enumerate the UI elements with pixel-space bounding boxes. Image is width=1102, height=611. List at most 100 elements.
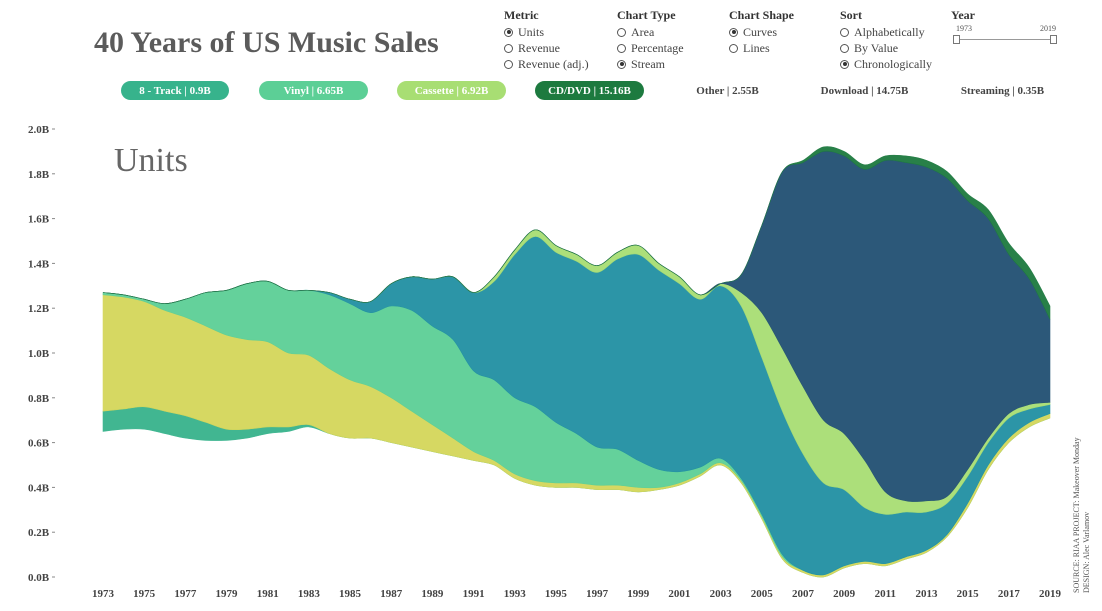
legend-pill-label: Cassette | 6.92B — [414, 84, 489, 97]
metric-option-label: Units — [518, 24, 545, 39]
y-tick-label: 1.4B — [28, 258, 50, 270]
metric-control: Metric Units Revenue Revenue (adj.) — [504, 8, 589, 72]
sort-control-label: Sort — [840, 8, 862, 22]
metric-option-units[interactable]: Units — [504, 24, 589, 40]
y-tick-label: 0.2B — [28, 527, 50, 539]
year-range-slider[interactable] — [953, 33, 1057, 47]
stream-layer-streaming[interactable] — [102, 146, 1051, 320]
sort-option-label: By Value — [854, 40, 899, 55]
y-tick-label: 0.0B — [28, 572, 50, 584]
chart-shape-control-label: Chart Shape — [729, 8, 795, 22]
legend-pill-download[interactable]: Download | 14.75B — [810, 81, 919, 100]
legend-pill-label: Other | 2.55B — [696, 84, 759, 97]
x-tick-label: 1985 — [339, 588, 362, 600]
chart-type-option-label: Area — [631, 24, 655, 39]
legend-pill-label: Streaming | 0.35B — [960, 84, 1045, 97]
chart-type-option-label: Percentage — [631, 40, 684, 55]
x-tick-label: 1981 — [257, 588, 279, 600]
x-tick-label: 2003 — [710, 588, 733, 600]
radio-selected-icon[interactable] — [617, 59, 626, 69]
chart-type-control: Chart Type Area Percentage Stream — [617, 8, 684, 72]
sort-option-chronologically[interactable]: Chronologically — [840, 56, 932, 72]
source-credit: SOURCE: RIAA PROJECT: Makeover Monday DE… — [1072, 415, 1092, 593]
slider-handle-start[interactable] — [953, 35, 960, 44]
legend-pill-label: CD/DVD | 15.16B — [548, 84, 631, 97]
year-min-label: 1973 — [956, 24, 972, 33]
slider-track[interactable] — [957, 39, 1053, 40]
x-tick-label: 2005 — [751, 588, 774, 600]
x-tick-label: 2019 — [1039, 588, 1062, 600]
legend-pill-label: Download | 14.75B — [820, 84, 909, 97]
chart-shape-option-lines[interactable]: Lines — [729, 40, 794, 56]
slider-handle-end[interactable] — [1050, 35, 1057, 44]
y-tick-label: 1.0B — [28, 348, 50, 360]
year-control: Year 1973 2019 — [951, 8, 1061, 47]
legend-pill-cassette[interactable]: Cassette | 6.92B — [397, 81, 506, 100]
x-tick-label: 2001 — [668, 588, 690, 600]
x-tick-label: 1977 — [174, 588, 197, 600]
metric-option-label: Revenue — [518, 40, 560, 55]
source-line: SOURCE: RIAA PROJECT: Makeover Monday — [1072, 437, 1081, 593]
x-tick-label: 1993 — [504, 588, 527, 600]
x-tick-label: 1991 — [463, 588, 485, 600]
radio-icon[interactable] — [729, 43, 738, 53]
sort-option-by-value[interactable]: By Value — [840, 40, 932, 56]
sort-option-label: Chronologically — [854, 56, 932, 71]
x-tick-label: 1997 — [586, 588, 609, 600]
x-tick-label: 2007 — [792, 588, 815, 600]
y-tick-label: 1.8B — [28, 169, 50, 181]
chart-type-option-label: Stream — [631, 56, 665, 71]
metric-option-revenue-adj[interactable]: Revenue (adj.) — [504, 56, 589, 72]
x-tick-label: 2015 — [957, 588, 980, 600]
radio-selected-icon[interactable] — [729, 27, 738, 37]
metric-option-revenue[interactable]: Revenue — [504, 40, 589, 56]
x-tick-label: 2011 — [875, 588, 896, 600]
sort-option-label: Alphabetically — [854, 24, 925, 39]
chart-shape-option-label: Lines — [743, 40, 770, 55]
legend-pill-streaming[interactable]: Streaming | 0.35B — [948, 81, 1057, 100]
y-tick-label: 1.2B — [28, 303, 50, 315]
chart-type-option-stream[interactable]: Stream — [617, 56, 684, 72]
sort-control: Sort Alphabetically By Value Chronologic… — [840, 8, 932, 72]
y-tick-label: 0.4B — [28, 482, 50, 494]
x-tick-label: 1975 — [133, 588, 156, 600]
legend-pill-other[interactable]: Other | 2.55B — [673, 81, 782, 100]
chart-shape-control: Chart Shape Curves Lines — [729, 8, 794, 56]
legend-pill-label: 8 - Track | 0.9B — [139, 84, 211, 97]
metric-option-label: Revenue (adj.) — [518, 56, 589, 71]
radio-selected-icon[interactable] — [840, 59, 849, 69]
legend-pill-label: Vinyl | 6.65B — [283, 84, 344, 97]
radio-selected-icon[interactable] — [504, 27, 513, 37]
legend-pill-vinyl[interactable]: Vinyl | 6.65B — [259, 81, 368, 100]
radio-icon[interactable] — [504, 43, 513, 53]
radio-icon[interactable] — [840, 43, 849, 53]
radio-icon[interactable] — [504, 59, 513, 69]
legend-pill-8-track[interactable]: 8 - Track | 0.9B — [121, 81, 229, 100]
x-tick-label: 2017 — [998, 588, 1021, 600]
chart-type-option-area[interactable]: Area — [617, 24, 684, 40]
x-tick-label: 2013 — [915, 588, 938, 600]
year-range-labels: 1973 2019 — [956, 24, 1056, 33]
radio-icon[interactable] — [840, 27, 849, 37]
page-title: 40 Years of US Music Sales — [94, 26, 439, 59]
radio-icon[interactable] — [617, 43, 626, 53]
legend-pill-cd-dvd[interactable]: CD/DVD | 15.16B — [535, 81, 644, 100]
year-control-label: Year — [951, 8, 975, 22]
y-tick-label: 0.8B — [28, 393, 50, 405]
chart-shape-option-curves[interactable]: Curves — [729, 24, 794, 40]
sort-option-alphabetically[interactable]: Alphabetically — [840, 24, 932, 40]
design-credit-line: DESIGN: Alec Varlamov — [1082, 511, 1091, 593]
y-tick-label: 2.0B — [28, 124, 50, 136]
radio-icon[interactable] — [617, 27, 626, 37]
year-max-label: 2019 — [1040, 24, 1056, 33]
x-tick-label: 1979 — [216, 588, 239, 600]
x-tick-label: 1983 — [298, 588, 321, 600]
x-tick-label: 1987 — [380, 588, 403, 600]
x-tick-label: 1973 — [92, 588, 115, 600]
y-tick-label: 1.6B — [28, 214, 50, 226]
metric-watermark-label: Units — [114, 142, 188, 179]
chart-type-option-percentage[interactable]: Percentage — [617, 40, 684, 56]
metric-control-label: Metric — [504, 8, 539, 22]
x-tick-label: 1995 — [545, 588, 568, 600]
